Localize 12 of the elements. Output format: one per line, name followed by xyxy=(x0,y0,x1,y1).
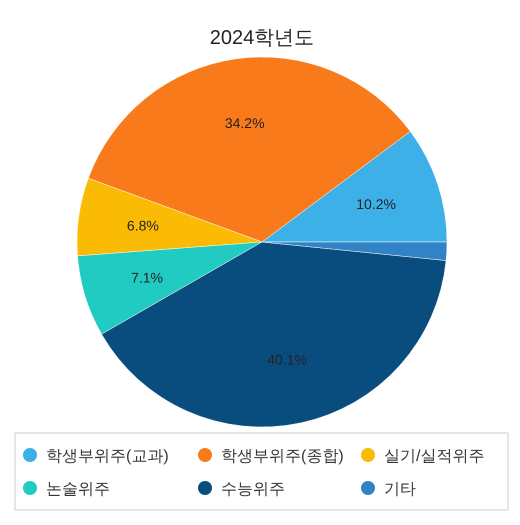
data-label: 10.2% xyxy=(356,196,396,212)
data-label: 6.8% xyxy=(126,217,159,234)
legend-label: 학생부위주(교과) xyxy=(46,448,169,465)
legend-label: 수능위주 xyxy=(221,481,285,498)
legend-label: 학생부위주(종합) xyxy=(221,448,344,465)
data-label: 40.1% xyxy=(267,352,307,368)
data-label: 34.2% xyxy=(224,115,265,132)
data-label: 7.1% xyxy=(131,269,164,286)
legend-label: 실기/실적위주 xyxy=(384,448,484,465)
legend-label: 기타 xyxy=(384,481,416,498)
legend-label: 논술위주 xyxy=(46,481,110,498)
chart-title: 2024학년도 xyxy=(210,27,314,49)
